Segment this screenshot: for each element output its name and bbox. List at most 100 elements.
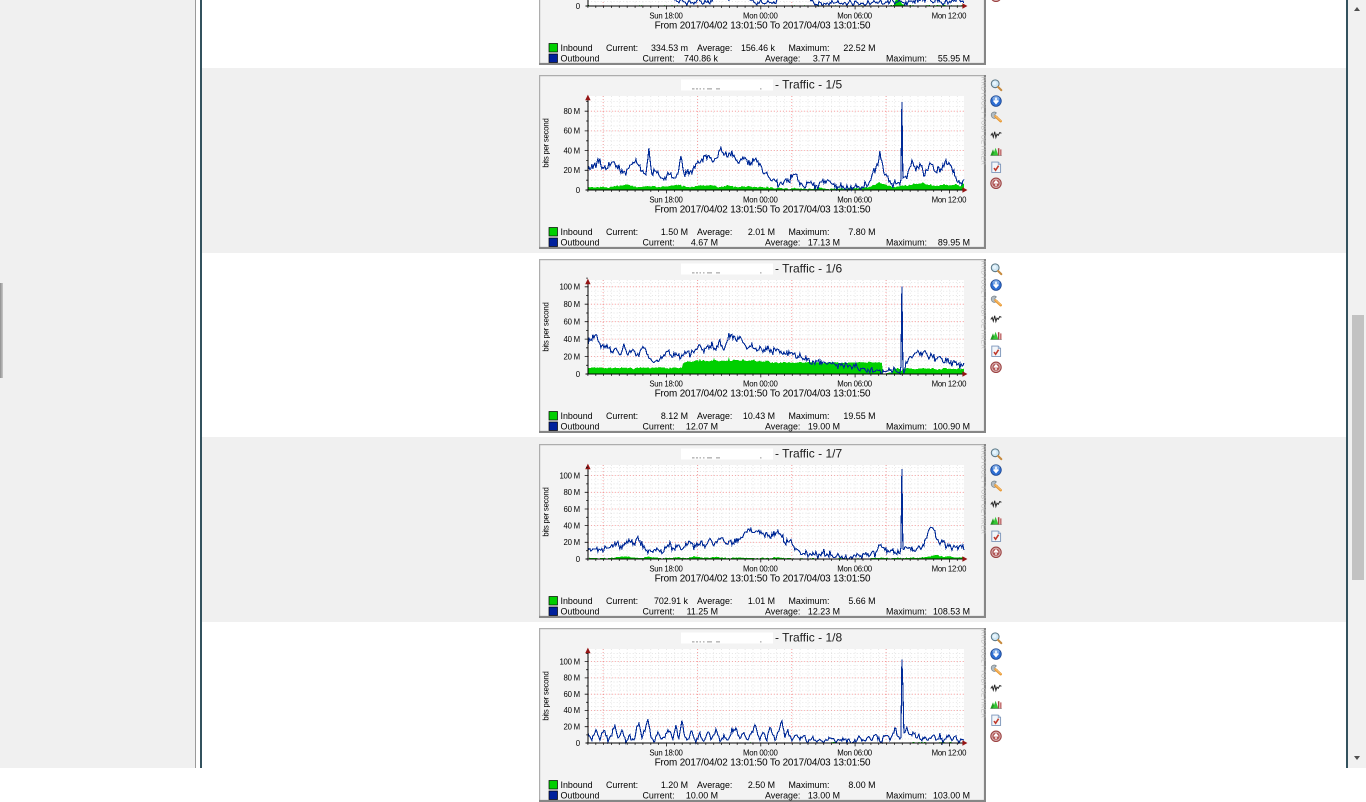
- svg-text:11.25 M: 11.25 M: [687, 606, 718, 616]
- svg-text:Mon 00:00: Mon 00:00: [743, 11, 779, 20]
- svg-text:19.55 M: 19.55 M: [843, 411, 875, 421]
- svg-text:Sun 18:00: Sun 18:00: [649, 11, 683, 20]
- svg-text:7.80 M: 7.80 M: [848, 227, 875, 237]
- svg-text:20 M: 20 M: [564, 166, 580, 175]
- svg-text:1.01 M: 1.01 M: [748, 596, 775, 606]
- svg-text:55.95 M: 55.95 M: [938, 53, 970, 63]
- svg-text:80 M: 80 M: [564, 674, 580, 683]
- svg-text:12.07 M: 12.07 M: [686, 422, 718, 432]
- svg-text:Mon 00:00: Mon 00:00: [743, 749, 779, 758]
- svg-text:From 2017/04/02 13:01:50 To 20: From 2017/04/02 13:01:50 To 2017/04/03 1…: [655, 204, 871, 215]
- svg-text:19.00 M: 19.00 M: [808, 422, 840, 432]
- svg-text:80 M: 80 M: [564, 300, 580, 309]
- svg-text:156.46 k: 156.46 k: [741, 43, 776, 53]
- svg-text:Current:: Current:: [606, 780, 638, 790]
- svg-text:20 M: 20 M: [564, 352, 580, 361]
- svg-text:702.91 k: 702.91 k: [654, 596, 689, 606]
- svg-text:Average:: Average:: [697, 43, 732, 53]
- svg-text:Average:: Average:: [765, 237, 800, 247]
- svg-text:From 2017/04/02 13:01:50 To 20: From 2017/04/02 13:01:50 To 2017/04/03 1…: [655, 389, 871, 400]
- svg-text:Maximum:: Maximum:: [789, 596, 830, 606]
- svg-text:100.90 M: 100.90 M: [933, 422, 970, 432]
- svg-text:Outbound: Outbound: [561, 606, 600, 616]
- svg-text:Current:: Current:: [606, 43, 638, 53]
- svg-text:0: 0: [576, 185, 581, 194]
- svg-text:Inbound: Inbound: [561, 227, 593, 237]
- svg-text:13.00 M: 13.00 M: [808, 791, 840, 801]
- svg-text:Current:: Current:: [643, 606, 675, 616]
- svg-text:10.00 M: 10.00 M: [686, 791, 718, 801]
- svg-text:12.23 M: 12.23 M: [808, 606, 840, 616]
- svg-text:Maximum:: Maximum:: [886, 791, 927, 801]
- svg-text:Outbound: Outbound: [561, 791, 600, 801]
- svg-text:334.53 m: 334.53 m: [651, 43, 688, 53]
- svg-text:80 M: 80 M: [564, 107, 580, 116]
- svg-text:1.20 M: 1.20 M: [661, 780, 688, 790]
- svg-text:Mon 00:00: Mon 00:00: [743, 380, 779, 389]
- svg-text:Mon 06:00: Mon 06:00: [837, 195, 873, 204]
- svg-text:100 M: 100 M: [559, 283, 579, 292]
- svg-text:Average:: Average:: [765, 606, 800, 616]
- svg-text:Outbound: Outbound: [561, 422, 600, 432]
- svg-text:Mon 00:00: Mon 00:00: [743, 195, 779, 204]
- svg-text:Sun 18:00: Sun 18:00: [649, 749, 683, 758]
- svg-text:Maximum:: Maximum:: [789, 780, 830, 790]
- svg-text:0: 0: [576, 370, 581, 379]
- svg-text:17.13 M: 17.13 M: [808, 237, 840, 247]
- svg-text:RRDTOOL / TOBI OETIKER: RRDTOOL / TOBI OETIKER: [980, 76, 987, 165]
- svg-text:2.01 M: 2.01 M: [748, 227, 775, 237]
- svg-text:From 2017/04/02 13:01:50 To 20: From 2017/04/02 13:01:50 To 2017/04/03 1…: [655, 20, 871, 31]
- svg-text:740.86 k: 740.86 k: [684, 53, 719, 63]
- svg-text:bits per second: bits per second: [542, 671, 551, 720]
- svg-text:Current:: Current:: [606, 227, 638, 237]
- svg-text:Average:: Average:: [697, 227, 732, 237]
- svg-text:60 M: 60 M: [564, 504, 580, 513]
- svg-text:Mon 06:00: Mon 06:00: [837, 11, 873, 20]
- svg-text:60 M: 60 M: [564, 318, 580, 327]
- svg-text:From 2017/04/02 13:01:50 To 20: From 2017/04/02 13:01:50 To 2017/04/03 1…: [655, 573, 871, 584]
- svg-text:Inbound: Inbound: [561, 780, 593, 790]
- svg-text:Mon 12:00: Mon 12:00: [932, 11, 968, 20]
- svg-text:Inbound: Inbound: [561, 411, 593, 421]
- svg-text:Sun 18:00: Sun 18:00: [649, 380, 683, 389]
- svg-text:- Traffic - 1/8: - Traffic - 1/8: [775, 631, 842, 645]
- svg-text:40 M: 40 M: [564, 706, 580, 715]
- svg-text:40 M: 40 M: [564, 521, 580, 530]
- svg-text:Sun 18:00: Sun 18:00: [649, 195, 683, 204]
- svg-text:3.77 M: 3.77 M: [813, 53, 840, 63]
- svg-text:Maximum:: Maximum:: [886, 237, 927, 247]
- svg-text:Current:: Current:: [643, 53, 675, 63]
- svg-text:Mon 06:00: Mon 06:00: [837, 564, 873, 573]
- svg-text:Current:: Current:: [643, 791, 675, 801]
- svg-text:20 M: 20 M: [564, 723, 580, 732]
- svg-text:1.50 M: 1.50 M: [661, 227, 688, 237]
- svg-text:0: 0: [576, 554, 581, 563]
- svg-text:bits per second: bits per second: [542, 302, 551, 351]
- svg-text:- Traffic - 1/6: - Traffic - 1/6: [775, 262, 842, 276]
- svg-text:8.00 M: 8.00 M: [848, 780, 875, 790]
- svg-text:Mon 12:00: Mon 12:00: [932, 195, 968, 204]
- svg-text:5.66 M: 5.66 M: [848, 596, 875, 606]
- svg-text:Maximum:: Maximum:: [789, 43, 830, 53]
- svg-text:Mon 12:00: Mon 12:00: [932, 749, 968, 758]
- svg-text:Current:: Current:: [643, 422, 675, 432]
- svg-text:100 M: 100 M: [559, 657, 579, 666]
- svg-text:Average:: Average:: [765, 791, 800, 801]
- svg-text:Mon 12:00: Mon 12:00: [932, 564, 968, 573]
- svg-text:Average:: Average:: [765, 53, 800, 63]
- svg-text:108.53 M: 108.53 M: [933, 606, 970, 616]
- svg-text:Mon 06:00: Mon 06:00: [837, 749, 873, 758]
- svg-text:- Traffic - 1/7: - Traffic - 1/7: [775, 446, 842, 460]
- svg-text:89.95 M: 89.95 M: [938, 237, 970, 247]
- svg-text:Outbound: Outbound: [561, 53, 600, 63]
- svg-text:Mon 06:00: Mon 06:00: [837, 380, 873, 389]
- svg-text:Average:: Average:: [765, 422, 800, 432]
- svg-text:RRDTOOL / TOBI OETIKER: RRDTOOL / TOBI OETIKER: [980, 445, 987, 534]
- svg-text:Maximum:: Maximum:: [789, 411, 830, 421]
- svg-text:RRDTOOL / TOBI OETIKER: RRDTOOL / TOBI OETIKER: [980, 261, 987, 350]
- svg-text:Maximum:: Maximum:: [886, 606, 927, 616]
- svg-text:Maximum:: Maximum:: [789, 227, 830, 237]
- svg-text:100 M: 100 M: [559, 471, 579, 480]
- svg-text:Mon 00:00: Mon 00:00: [743, 564, 779, 573]
- svg-text:Inbound: Inbound: [561, 596, 593, 606]
